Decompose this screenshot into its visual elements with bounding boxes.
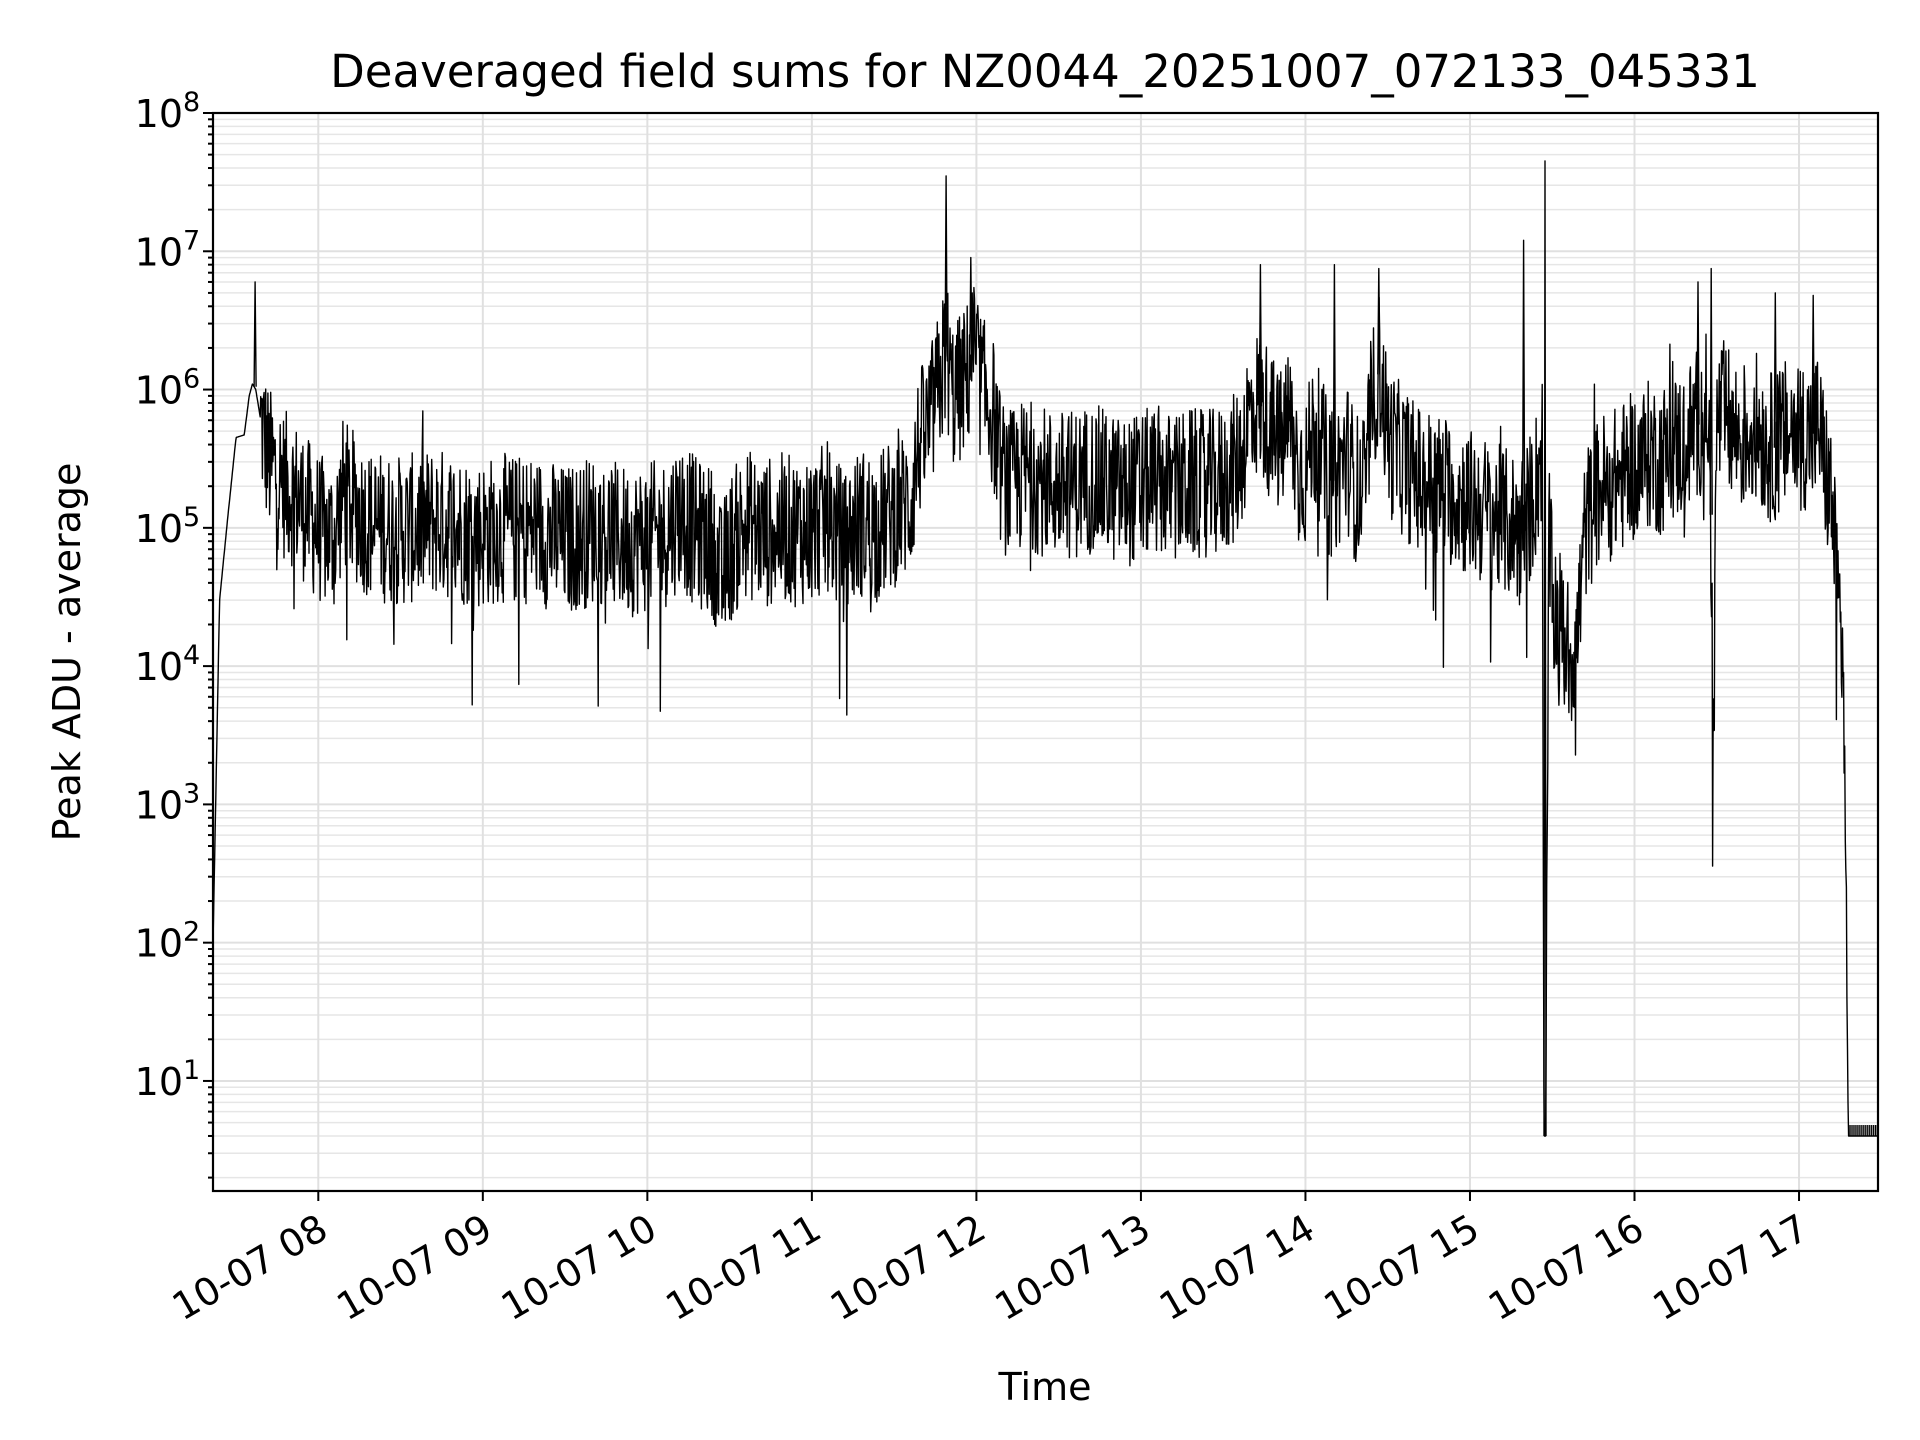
y-tick-label: 10 bbox=[135, 230, 183, 274]
x-tick-label: 10-07 12 bbox=[823, 1206, 993, 1330]
y-tick-label: 10 bbox=[135, 1060, 183, 1104]
x-tick-label: 10-07 08 bbox=[165, 1206, 335, 1330]
series-spike bbox=[253, 281, 257, 387]
y-tick-exponent: 2 bbox=[183, 917, 200, 948]
y-tick-label: 10 bbox=[135, 783, 183, 827]
y-tick-exponent: 7 bbox=[183, 225, 200, 256]
y-tick-base: 10 bbox=[135, 922, 183, 966]
y-tick-base: 10 bbox=[135, 507, 183, 551]
y-axis-label: Peak ADU - average bbox=[45, 463, 89, 842]
chart-title: Deaveraged field sums for NZ0044_2025100… bbox=[330, 45, 1760, 98]
series-spike bbox=[1521, 239, 1526, 524]
x-tick-label: 10-07 13 bbox=[987, 1206, 1157, 1330]
y-tick-base: 10 bbox=[135, 230, 183, 274]
x-tick-label: 10-07 17 bbox=[1646, 1206, 1816, 1330]
grid bbox=[213, 112, 1878, 1191]
x-tick-label: 10-07 16 bbox=[1481, 1206, 1651, 1330]
series-spike bbox=[1773, 292, 1778, 448]
series-spike bbox=[1709, 267, 1713, 515]
x-tick-label: 10-07 09 bbox=[329, 1206, 499, 1330]
series-layer bbox=[212, 160, 1879, 1137]
y-tick-exponent: 3 bbox=[183, 778, 200, 809]
series-spike bbox=[944, 175, 948, 357]
y-tick-base: 10 bbox=[135, 369, 183, 413]
y-tick-label: 10 bbox=[135, 645, 183, 689]
y-tick-exponent: 4 bbox=[183, 640, 200, 671]
y-tick-base: 10 bbox=[135, 783, 183, 827]
y-tick-label: 10 bbox=[135, 92, 183, 136]
x-tick-label: 10-07 14 bbox=[1152, 1206, 1322, 1330]
y-tick-base: 10 bbox=[135, 1060, 183, 1104]
y-tick-base: 10 bbox=[135, 645, 183, 689]
x-tick-label: 10-07 15 bbox=[1317, 1206, 1487, 1330]
x-tick-label: 10-07 10 bbox=[494, 1206, 664, 1330]
y-tick-label: 10 bbox=[135, 369, 183, 413]
series-spike bbox=[1543, 160, 1547, 1137]
y-tick-exponent: 6 bbox=[183, 364, 200, 395]
x-tick-label: 10-07 11 bbox=[658, 1206, 828, 1330]
y-tick-exponent: 5 bbox=[183, 502, 200, 533]
y-tick-base: 10 bbox=[135, 92, 183, 136]
y-tick-exponent: 1 bbox=[183, 1055, 200, 1086]
y-tick-exponent: 8 bbox=[183, 87, 200, 118]
y-tick-label: 10 bbox=[135, 922, 183, 966]
x-axis-label: Time bbox=[998, 1365, 1092, 1409]
plot-frame bbox=[211, 111, 1880, 1193]
y-tick-label: 10 bbox=[135, 507, 183, 551]
series-line bbox=[212, 286, 1879, 1137]
